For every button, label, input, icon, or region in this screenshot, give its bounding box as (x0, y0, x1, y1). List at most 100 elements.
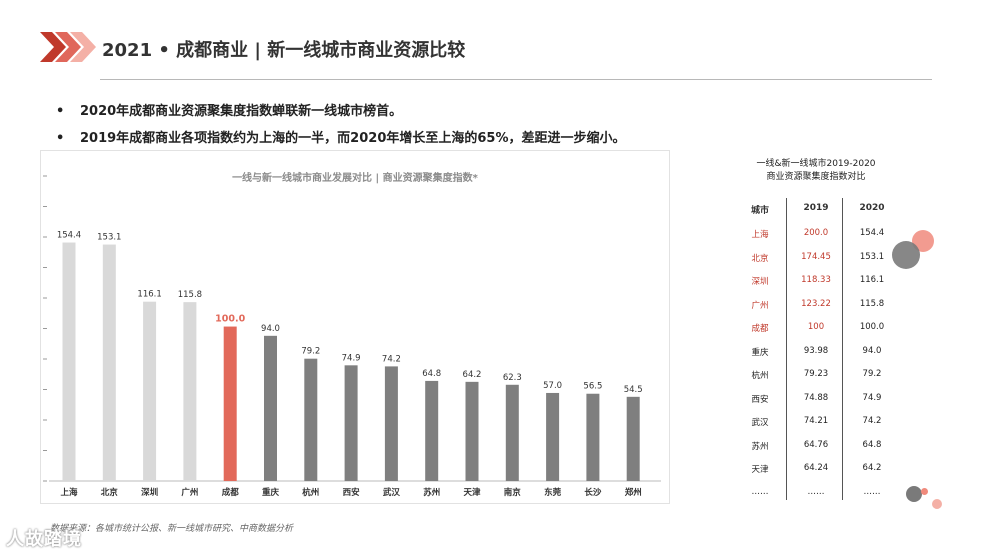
table-cell: 123.22 (801, 298, 831, 309)
bar-成都 (223, 326, 237, 481)
table-cell: …… (751, 486, 769, 497)
bar-value-label: 56.5 (583, 382, 602, 392)
table-cell: 154.4 (859, 228, 885, 238)
decor-circle-pink-small (932, 499, 942, 509)
table-divider (842, 198, 843, 500)
table-cell: 天津 (751, 465, 769, 475)
table-cell: 118.33 (801, 275, 831, 285)
table-cell: 64.24 (803, 463, 829, 473)
table-cell: 174.45 (801, 251, 831, 262)
x-tick-label: 南京 (504, 487, 522, 498)
table-cell: 苏州 (751, 441, 769, 452)
x-tick-label: 郑州 (625, 487, 642, 498)
source-note: 数据来源：各城市统计公报、新一线城市研究、中商数据分析 (50, 524, 294, 534)
bullet-item: • 2020年成都商业资源聚集度指数蝉联新一线城市榜首。 (56, 98, 625, 125)
table-cell: 94.0 (862, 345, 882, 356)
table-cell: 79.2 (862, 369, 882, 379)
bar-value-label: 62.3 (503, 373, 522, 383)
table-cell: 64.8 (862, 439, 882, 450)
watermark-text: 人故踏境 (6, 529, 82, 550)
table-cell: 深圳 (751, 277, 769, 287)
bar-value-label: 74.9 (342, 353, 361, 363)
bar-value-label: 57.0 (543, 381, 562, 391)
table-cell: 重庆 (751, 347, 769, 358)
bar-value-label: 153.1 (97, 233, 121, 243)
bar-重庆 (264, 335, 277, 481)
table-cell: 200.0 (803, 228, 829, 238)
x-tick-label: 苏州 (423, 487, 440, 498)
table-cell: 74.21 (803, 416, 829, 426)
bar-value-label: 64.2 (463, 370, 482, 380)
bullet-list: • 2020年成都商业资源聚集度指数蝉联新一线城市榜首。 • 2019年成都商业各项… (56, 98, 625, 152)
bar-北京 (102, 244, 116, 481)
bar-天津 (465, 381, 479, 481)
x-tick-label: 广州 (181, 487, 198, 498)
table-cell: 100.0 (859, 322, 885, 332)
table-cell: 93.98 (803, 345, 829, 356)
table-header: 2020 (859, 203, 885, 213)
bar-value-label: 116.1 (137, 290, 161, 300)
x-tick-label: 杭州 (302, 487, 319, 498)
table-header: 城市 (750, 206, 769, 216)
table-title-line1: 一线&新一线城市2019-2020 (756, 159, 876, 169)
x-tick-label: 西安 (343, 487, 361, 498)
bullet-dot: • (56, 131, 65, 146)
x-tick-label: 上海 (60, 487, 78, 498)
table-cell: 杭州 (751, 371, 769, 381)
bar-value-label: 94.0 (261, 324, 280, 334)
bar-value-label: 54.5 (624, 385, 643, 395)
chart-title: 一线与新一线城市商业发展对比 | 商业资源聚集度指数* (232, 173, 478, 184)
bar-value-label: 115.8 (178, 290, 202, 300)
table-cell: …… (807, 486, 825, 497)
table-divider (786, 198, 787, 500)
bar-chart-panel: 一线与新一线城市商业发展对比 | 商业资源聚集度指数* 154.4 上海 153.1… (40, 150, 670, 504)
x-tick-label: 北京 (101, 487, 119, 498)
table-cell: 74.9 (862, 392, 882, 403)
table-cell: 74.2 (862, 416, 882, 426)
bar-上海 (62, 242, 76, 481)
table-cell: 成都 (751, 324, 769, 334)
bullet-text: 2020年成都商业资源聚集度指数蝉联新一线城市榜首。 (80, 104, 403, 119)
bullet-text: 2019年成都商业各项指数约为上海的一半，而2020年增长至上海的65%，差距进… (80, 131, 626, 146)
table-title: 一线&新一线城市2019-2020 商业资源聚集度指数对比 (736, 158, 896, 184)
page-title: 2021 • 成都商业 | 新一线城市商业资源比较 (102, 40, 466, 61)
bar-长沙 (586, 393, 600, 481)
bar-南京 (505, 384, 519, 481)
bar-西安 (344, 365, 358, 481)
decor-circle-pink-small (921, 488, 928, 495)
x-tick-label: 长沙 (584, 487, 602, 498)
bar-东莞 (546, 392, 560, 481)
table-cell: 64.76 (803, 439, 829, 450)
x-tick-label: 东莞 (544, 487, 562, 498)
table-cell: 116.1 (859, 275, 885, 285)
bar-value-label: 64.8 (422, 369, 441, 379)
bar-value-label: 154.4 (57, 231, 81, 241)
x-tick-label: 武汉 (383, 487, 401, 498)
bar-杭州 (304, 358, 318, 481)
bullet-dot: • (56, 104, 65, 119)
table-cell: 79.23 (803, 369, 829, 379)
table-cell: 北京 (751, 253, 769, 264)
bar-深圳 (143, 301, 157, 481)
bullet-item: • 2019年成都商业各项指数约为上海的一半，而2020年增长至上海的65%，差距… (56, 125, 625, 152)
table-header: 2019 (803, 203, 829, 213)
x-tick-label: 重庆 (262, 487, 280, 498)
bar-value-label: 79.2 (301, 347, 320, 357)
table-cell: 武汉 (751, 418, 769, 428)
bar-value-label: 100.0 (215, 314, 245, 325)
chevron-logo-icon (40, 32, 96, 62)
table-title-line2: 商业资源聚集度指数对比 (766, 172, 866, 182)
bar-郑州 (626, 396, 640, 481)
table-cell: 西安 (751, 394, 769, 405)
table-cell: 广州 (751, 300, 769, 311)
bar-value-label: 74.2 (382, 354, 401, 364)
bar-chart: 154.4 上海 153.1 北京 116.1 深圳 115.8 广州 100.0 成都 94.0 重… (43, 175, 661, 498)
x-tick-label: 成都 (222, 487, 240, 498)
table-cell: 115.8 (859, 298, 885, 309)
table-cell: 上海 (751, 230, 769, 240)
table-cell: 153.1 (859, 251, 885, 262)
decor-circle-gray-small (906, 486, 922, 502)
bar-广州 (183, 302, 197, 481)
table-cell: 100 (807, 322, 825, 332)
table-cell: 74.88 (803, 392, 829, 403)
